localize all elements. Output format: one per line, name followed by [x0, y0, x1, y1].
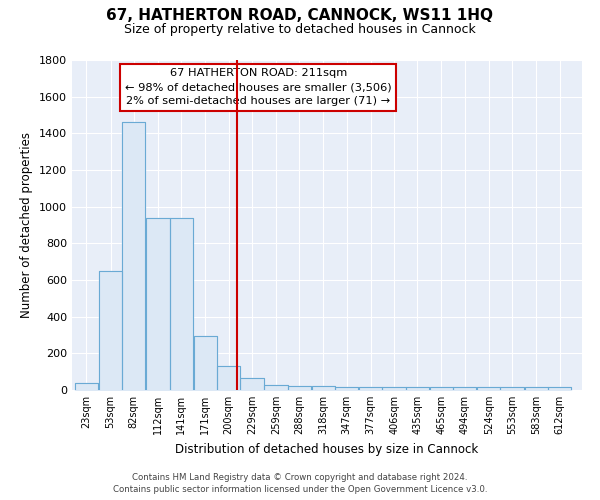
- Text: 67, HATHERTON ROAD, CANNOCK, WS11 1HQ: 67, HATHERTON ROAD, CANNOCK, WS11 1HQ: [107, 8, 493, 22]
- Text: Contains HM Land Registry data © Crown copyright and database right 2024.
Contai: Contains HM Land Registry data © Crown c…: [113, 472, 487, 494]
- Text: Size of property relative to detached houses in Cannock: Size of property relative to detached ho…: [124, 22, 476, 36]
- Text: 67 HATHERTON ROAD: 211sqm
← 98% of detached houses are smaller (3,506)
2% of sem: 67 HATHERTON ROAD: 211sqm ← 98% of detac…: [125, 68, 391, 106]
- Y-axis label: Number of detached properties: Number of detached properties: [20, 132, 34, 318]
- X-axis label: Distribution of detached houses by size in Cannock: Distribution of detached houses by size …: [175, 442, 479, 456]
